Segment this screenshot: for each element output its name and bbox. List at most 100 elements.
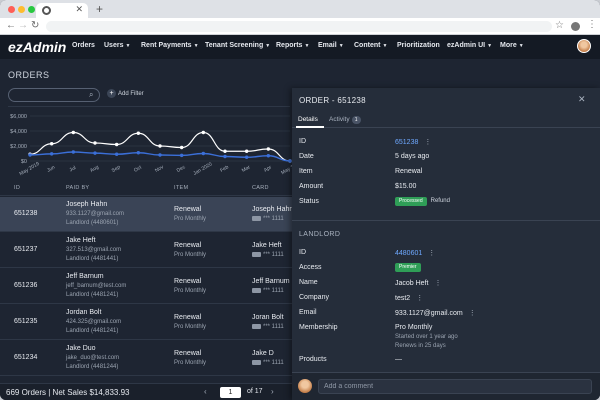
nav-item-label: Prioritization (397, 42, 440, 49)
user-avatar[interactable] (577, 39, 591, 53)
col-card[interactable]: CARD (252, 185, 269, 191)
search-input[interactable]: ⌕ (8, 88, 100, 102)
data-point (49, 152, 54, 156)
membership-value: Pro Monthly (395, 324, 433, 331)
field-label: Amount (299, 183, 324, 190)
tab-details[interactable]: Details (298, 116, 318, 123)
payer-email: jake_duo@test.com (66, 355, 120, 361)
prev-page-icon[interactable]: ‹ (204, 387, 207, 396)
nav-item-label: Orders (72, 42, 95, 49)
x-tick-label: Jun (46, 164, 56, 173)
nav-item-tenant-screening[interactable]: Tenant Screening ▼ (205, 42, 270, 49)
browser-menu-icon[interactable]: ⋮ (587, 19, 597, 30)
nav-item-label: Content (354, 42, 381, 49)
credit-card-icon (252, 288, 261, 293)
nav-item-prioritization[interactable]: Prioritization (397, 42, 440, 49)
refund-link[interactable]: Refund (430, 198, 450, 204)
landlord-name-value: Jacob Heft ⋮ (395, 279, 441, 287)
payer-name: Joseph Hahn (66, 201, 108, 208)
maximize-window-icon[interactable] (28, 6, 35, 13)
new-tab-icon[interactable]: + (96, 2, 104, 16)
next-page-icon[interactable]: › (271, 387, 274, 396)
panel-title: ORDER - 651238 (299, 96, 366, 105)
url-field[interactable] (46, 21, 552, 32)
card-digits: *** 1111 (263, 324, 284, 331)
nav-item-ezadmin-ui[interactable]: ezAdmin UI ▼ (447, 42, 492, 49)
close-window-icon[interactable] (8, 6, 15, 13)
products-value: — (395, 356, 402, 363)
nav-item-users[interactable]: Users ▼ (104, 42, 130, 49)
add-filter-button[interactable]: + Add Filter (107, 89, 144, 98)
order-item-value: Renewal (395, 168, 423, 175)
order-id-value[interactable]: 651238 ⋮ (395, 138, 431, 146)
nav-item-email[interactable]: Email ▼ (318, 42, 344, 49)
item-name: Renewal (174, 242, 202, 249)
order-id-link[interactable]: 651238 (395, 139, 419, 146)
field-label: Access (299, 264, 322, 271)
data-point (288, 159, 292, 163)
filter-divider (8, 106, 290, 107)
orders-summary: 669 Orders | Net Sales $14,833.93 (6, 388, 130, 397)
payer-email: 327.513@gmail.com (66, 247, 122, 253)
forward-icon[interactable]: → (18, 20, 28, 31)
payer-email: jeff_barnum@test.com (66, 283, 127, 289)
landlord-id-value[interactable]: 4480601 ⋮ (395, 249, 435, 257)
data-point (93, 141, 97, 145)
tab-activity[interactable]: Activity 1 (329, 116, 361, 124)
payer-name: Jeff Barnum (66, 273, 104, 280)
nav-item-rent-payments[interactable]: Rent Payments ▼ (141, 42, 199, 49)
profile-icon[interactable] (571, 22, 580, 31)
payer-name: Jordan Bolt (66, 309, 102, 316)
col-id[interactable]: ID (14, 185, 21, 191)
card-digits: *** 1111 (263, 360, 284, 367)
field-label: Status (299, 198, 319, 205)
reload-icon[interactable]: ↻ (31, 20, 40, 31)
more-icon[interactable]: ⋮ (416, 295, 424, 302)
status-badge: Processed (395, 197, 427, 206)
card-digits: *** 1111 (263, 216, 284, 223)
nav-item-label: Users (104, 42, 124, 49)
field-label: Products (299, 356, 327, 363)
browser-tab[interactable]: ✕ (36, 3, 88, 18)
nav-item-orders[interactable]: Orders (72, 42, 95, 49)
order-id: 651237 (14, 246, 38, 253)
payer-name: Jake Heft (66, 237, 96, 244)
y-tick-label: $4,000 (10, 129, 27, 135)
nav-item-reports[interactable]: Reports ▼ (276, 42, 309, 49)
table-row[interactable]: 651234 Jake Duo jake_duo@test.com Landlord … (0, 341, 292, 376)
table-row[interactable]: 651238 Joseph Hahn 933.1127@gmail.com Landl… (0, 197, 293, 232)
table-row[interactable]: 651235 Jordan Bolt 424.325@gmail.com Landlo… (0, 305, 292, 340)
more-icon[interactable]: ⋮ (428, 250, 436, 257)
y-tick-label: $6,000 (10, 114, 27, 120)
item-plan: Pro Monthly (174, 216, 207, 222)
card-digits: *** 1111 (263, 252, 284, 259)
close-tab-icon[interactable]: ✕ (75, 4, 83, 14)
back-icon[interactable]: ← (6, 20, 16, 31)
col-item[interactable]: ITEM (174, 185, 189, 191)
card-number: *** 1111 (252, 360, 284, 366)
brand-logo[interactable]: ezAdmin (8, 39, 67, 55)
page-number-input[interactable]: 1 (220, 387, 241, 398)
table-row[interactable]: 651237 Jake Heft 327.513@gmail.com Landlord… (0, 233, 292, 268)
nav-item-label: Tenant Screening (205, 42, 264, 49)
data-point (179, 153, 184, 158)
more-icon[interactable]: ⋮ (468, 310, 476, 317)
bookmark-star-icon[interactable]: ☆ (555, 20, 564, 31)
close-icon[interactable]: ✕ (578, 94, 586, 104)
data-point (71, 150, 76, 154)
minimize-window-icon[interactable] (18, 6, 25, 13)
landlord-id-link[interactable]: 4480601 (395, 250, 423, 257)
order-id: 651234 (14, 354, 38, 361)
col-paid-by[interactable]: PAID BY (66, 185, 90, 191)
table-row[interactable]: 651236 Jeff Barnum jeff_barnum@test.com Lan… (0, 269, 292, 304)
nav-item-content[interactable]: Content ▼ (354, 42, 387, 49)
more-icon[interactable]: ⋮ (434, 280, 442, 287)
data-point (244, 149, 249, 153)
more-icon[interactable]: ⋮ (424, 139, 432, 146)
card-number: *** 1111 (252, 216, 284, 222)
landlord-email: 933.1127@gmail.com (395, 310, 463, 317)
x-tick-label: Nov (154, 164, 165, 174)
nav-item-more[interactable]: More ▼ (500, 42, 524, 49)
credit-card-icon (252, 324, 261, 329)
comment-input[interactable] (318, 379, 592, 394)
